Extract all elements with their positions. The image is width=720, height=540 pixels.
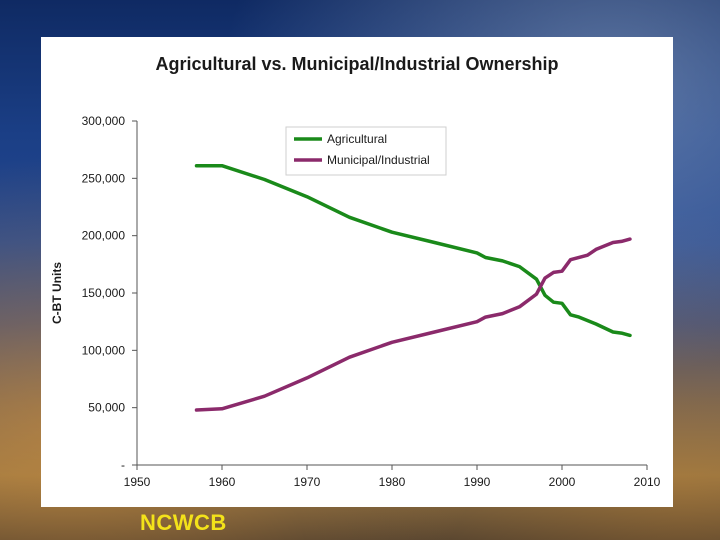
footer-label: NCWCB <box>140 510 227 535</box>
chart-legend: Agricultural Municipal/Industrial <box>285 126 447 176</box>
y-tick-label: - <box>121 458 125 472</box>
line-chart: Agricultural vs. Municipal/Industrial Ow… <box>50 54 661 489</box>
legend-label: Municipal/Industrial <box>327 153 430 167</box>
legend-label: Agricultural <box>327 132 387 146</box>
y-tick-label: 250,000 <box>82 171 126 185</box>
x-tick-label: 1990 <box>464 475 491 489</box>
x-tick-label: 1960 <box>209 475 236 489</box>
chart-title: Agricultural vs. Municipal/Industrial Ow… <box>155 54 558 74</box>
y-axis-label: C-BT Units <box>50 262 64 324</box>
x-tick-label: 1970 <box>294 475 321 489</box>
y-tick-label: 300,000 <box>82 114 126 128</box>
y-tick-label: 100,000 <box>82 343 126 357</box>
legend-box <box>285 126 447 176</box>
series-layer <box>194 163 632 412</box>
chart-panel: Agricultural vs. Municipal/Industrial Ow… <box>41 37 673 507</box>
x-tick-label: 1950 <box>124 475 151 489</box>
y-tick-label: 200,000 <box>82 229 126 243</box>
chart-axes: - 50,000 100,000 150,000 200,000 250,000 300,0… <box>82 114 661 489</box>
y-tick-label: 150,000 <box>82 286 126 300</box>
x-tick-label: 2010 <box>634 475 661 489</box>
y-tick-label: 50,000 <box>88 401 125 415</box>
x-tick-label: 1980 <box>379 475 406 489</box>
x-tick-label: 2000 <box>549 475 576 489</box>
series-line-municipal-industrial <box>194 237 632 412</box>
series-line-agricultural <box>194 163 632 338</box>
